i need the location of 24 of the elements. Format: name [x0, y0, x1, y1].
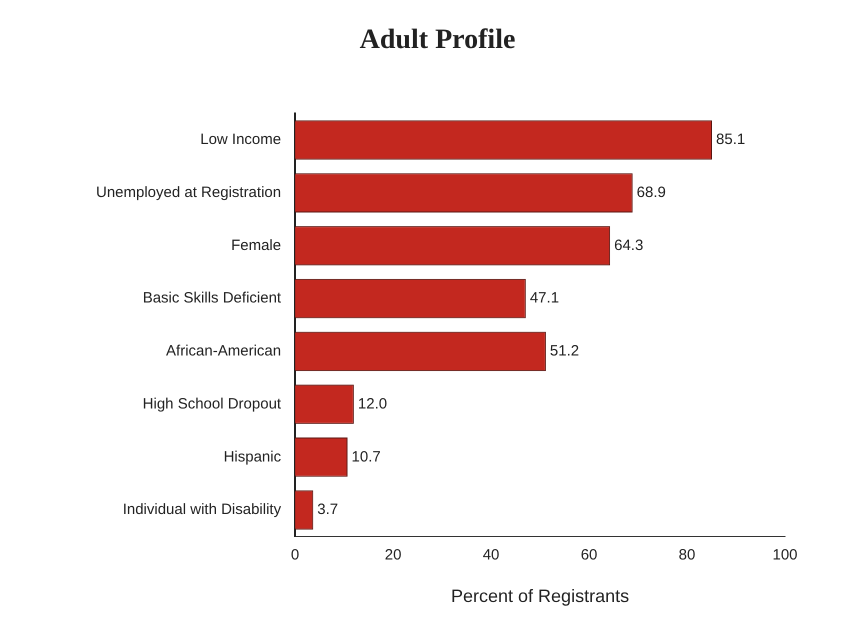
y-tick-label: Basic Skills Deficient — [142, 290, 282, 307]
y-tick-label: Female — [231, 236, 282, 254]
x-tick-label: 100 — [772, 546, 798, 564]
x-tick-label: 0 — [290, 546, 300, 564]
y-tick-label: Unemployed at Registration — [96, 184, 282, 202]
x-tick-label: 40 — [482, 546, 500, 564]
x-axis-title: Percent of Registrants — [451, 586, 630, 606]
x-tick-label: 80 — [678, 546, 696, 564]
y-tick-label: African-American — [166, 342, 282, 360]
x-tick-label: 20 — [384, 546, 402, 564]
data-label: 85.1 — [716, 131, 746, 148]
data-label: 12.0 — [358, 395, 388, 412]
y-tick-label: Hispanic — [224, 448, 282, 466]
data-label: 64.3 — [614, 236, 644, 254]
data-label: 3.7 — [317, 501, 338, 518]
data-label: 68.9 — [636, 184, 666, 202]
chart-title: Adult Profile — [360, 24, 516, 56]
y-tick-label: Low Income — [200, 131, 282, 148]
data-label: 10.7 — [352, 448, 381, 466]
y-tick-label: High School Dropout — [142, 395, 282, 412]
x-tick-label: 60 — [580, 546, 598, 564]
data-label: 47.1 — [530, 290, 560, 307]
y-tick-label: Individual with Disability — [122, 501, 282, 518]
data-label: 51.2 — [550, 342, 580, 360]
